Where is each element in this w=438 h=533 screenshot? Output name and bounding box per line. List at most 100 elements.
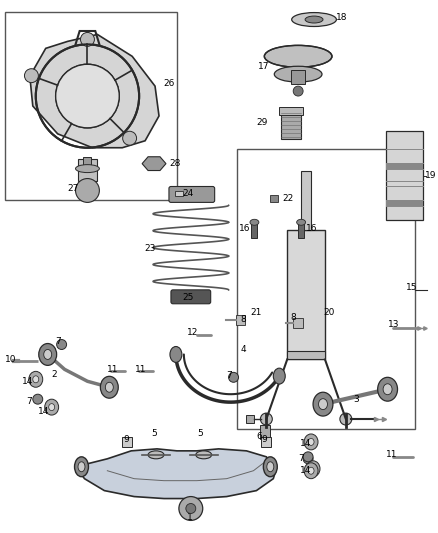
Bar — [385, 131, 424, 220]
Bar — [287, 230, 325, 359]
Ellipse shape — [39, 344, 57, 366]
Text: 19: 19 — [425, 171, 437, 180]
Ellipse shape — [274, 66, 322, 82]
Ellipse shape — [170, 346, 182, 362]
Ellipse shape — [306, 461, 320, 477]
Ellipse shape — [263, 457, 277, 477]
Circle shape — [123, 131, 137, 145]
Ellipse shape — [267, 462, 274, 472]
Ellipse shape — [106, 382, 113, 392]
Circle shape — [260, 413, 272, 425]
Ellipse shape — [378, 377, 398, 401]
Ellipse shape — [308, 467, 314, 474]
Bar — [247, 415, 254, 423]
Ellipse shape — [297, 219, 306, 225]
Text: 26: 26 — [163, 79, 174, 87]
Text: 3: 3 — [353, 394, 359, 403]
Bar — [281, 111, 301, 139]
Circle shape — [303, 454, 313, 464]
Ellipse shape — [250, 219, 259, 225]
Text: 12: 12 — [187, 328, 198, 337]
Circle shape — [57, 340, 67, 350]
Text: 16: 16 — [306, 224, 318, 233]
Text: 23: 23 — [144, 244, 155, 253]
Text: 11: 11 — [135, 365, 147, 374]
Bar — [301, 171, 311, 230]
Text: 6: 6 — [256, 432, 262, 441]
Bar — [175, 191, 183, 197]
Text: 5: 5 — [198, 430, 204, 439]
Text: 25: 25 — [182, 293, 193, 302]
Circle shape — [81, 33, 95, 46]
Bar — [237, 149, 415, 429]
Text: 7: 7 — [26, 397, 32, 406]
Ellipse shape — [44, 350, 52, 359]
Ellipse shape — [304, 463, 318, 479]
Polygon shape — [30, 35, 159, 148]
Circle shape — [303, 452, 313, 462]
Text: 7: 7 — [298, 454, 304, 463]
Bar — [270, 196, 278, 203]
Circle shape — [293, 86, 303, 96]
Text: 13: 13 — [388, 320, 399, 329]
Text: 14: 14 — [22, 377, 33, 386]
Bar — [385, 163, 424, 168]
Text: 29: 29 — [256, 118, 268, 127]
Text: 20: 20 — [323, 308, 334, 317]
Text: 8: 8 — [290, 313, 296, 322]
Ellipse shape — [313, 392, 333, 416]
Text: 22: 22 — [282, 194, 293, 203]
Circle shape — [25, 69, 39, 83]
Bar — [293, 318, 303, 328]
Ellipse shape — [75, 165, 99, 173]
Bar — [287, 351, 325, 359]
Ellipse shape — [78, 462, 85, 472]
Text: 15: 15 — [406, 284, 417, 293]
Text: 7: 7 — [56, 337, 61, 346]
FancyBboxPatch shape — [169, 187, 215, 203]
Ellipse shape — [292, 13, 336, 27]
Bar — [236, 314, 245, 325]
Text: 10: 10 — [5, 355, 17, 364]
Ellipse shape — [49, 403, 55, 410]
Text: 14: 14 — [300, 439, 311, 448]
Bar — [84, 157, 92, 168]
Text: 27: 27 — [67, 184, 79, 193]
Ellipse shape — [308, 439, 314, 446]
Ellipse shape — [45, 399, 59, 415]
Text: 9: 9 — [123, 435, 129, 445]
Text: 24: 24 — [182, 189, 193, 198]
Circle shape — [75, 179, 99, 203]
Polygon shape — [142, 157, 166, 171]
Ellipse shape — [29, 372, 43, 387]
Text: 11: 11 — [385, 450, 397, 459]
Text: 1: 1 — [187, 513, 193, 522]
Circle shape — [56, 64, 119, 128]
Text: 4: 4 — [240, 345, 246, 354]
Ellipse shape — [148, 451, 164, 459]
Bar — [251, 220, 258, 238]
Ellipse shape — [305, 16, 323, 23]
Bar — [5, 12, 177, 200]
Ellipse shape — [74, 457, 88, 477]
FancyBboxPatch shape — [171, 290, 211, 304]
Bar — [291, 70, 305, 84]
Bar — [78, 159, 97, 181]
Text: 18: 18 — [336, 13, 347, 22]
Ellipse shape — [100, 376, 118, 398]
Text: 7: 7 — [226, 371, 232, 380]
Text: 8: 8 — [240, 315, 246, 324]
Ellipse shape — [383, 384, 392, 395]
Bar — [298, 220, 304, 238]
Polygon shape — [78, 449, 276, 498]
Bar — [385, 200, 424, 206]
Ellipse shape — [310, 465, 316, 472]
Text: 21: 21 — [251, 308, 262, 317]
Bar — [122, 437, 132, 447]
Circle shape — [179, 497, 203, 520]
Circle shape — [340, 413, 352, 425]
Circle shape — [229, 373, 239, 382]
Ellipse shape — [265, 45, 332, 67]
Text: 9: 9 — [261, 435, 267, 445]
Ellipse shape — [273, 368, 285, 384]
